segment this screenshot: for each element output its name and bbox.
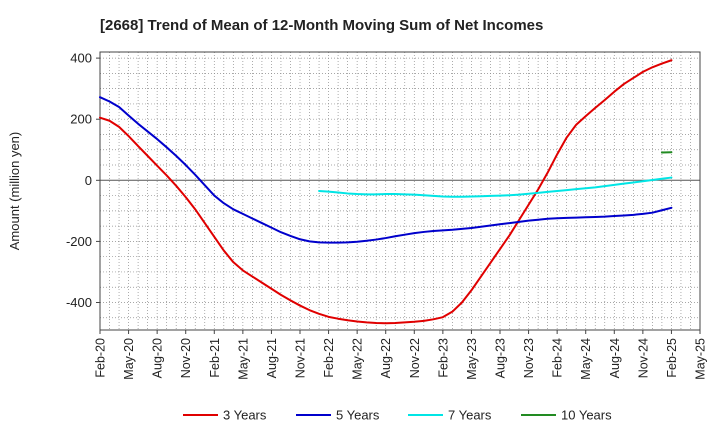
- x-tick-label: Nov-24: [636, 338, 650, 378]
- x-tick-label: May-23: [465, 338, 479, 380]
- x-tick-label: Feb-24: [551, 338, 565, 378]
- x-tick-label: Aug-24: [608, 338, 622, 378]
- y-tick-label: 200: [70, 112, 92, 127]
- x-tick-label: May-21: [236, 338, 250, 380]
- y-tick-label: 400: [70, 51, 92, 66]
- plot-frame: [100, 52, 700, 330]
- legend-label: 3 Years: [223, 408, 267, 423]
- x-tick-label: Nov-21: [294, 338, 308, 378]
- x-tick-label: Nov-20: [179, 338, 193, 378]
- x-tick-label: Aug-23: [494, 338, 508, 378]
- x-tick-label: Nov-22: [408, 338, 422, 378]
- x-tick-label: Aug-22: [379, 338, 393, 378]
- x-tick-label: Aug-21: [265, 338, 279, 378]
- x-tick-label: Feb-25: [665, 338, 679, 378]
- x-tick-label: May-20: [122, 338, 136, 380]
- legend: 3 Years 5 Years 7 Years 10 Years: [183, 408, 612, 423]
- legend-label: 10 Years: [561, 408, 612, 423]
- y-axis-label: Amount (million yen): [7, 132, 22, 251]
- legend-label: 5 Years: [336, 408, 380, 423]
- y-tick-label: -200: [66, 234, 92, 249]
- x-tick-label: Feb-21: [208, 338, 222, 378]
- x-tick-label: May-22: [351, 338, 365, 380]
- x-tick-label: Feb-23: [436, 338, 450, 378]
- x-tick-label: Feb-20: [94, 338, 108, 378]
- chart-title: [2668] Trend of Mean of 12-Month Moving …: [100, 17, 543, 34]
- y-tick-label: -400: [66, 295, 92, 310]
- grid: [100, 52, 700, 330]
- legend-label: 7 Years: [448, 408, 492, 423]
- y-tick-label: 0: [85, 173, 92, 188]
- x-tick-label: Aug-20: [151, 338, 165, 378]
- x-tick-label: Nov-23: [522, 338, 536, 378]
- x-tick-label: May-25: [694, 338, 708, 380]
- axes: 400 200 0 -200 -400 Feb-20 May-20 Aug-20 Nov-20 F…: [66, 51, 708, 380]
- x-tick-label: May-24: [579, 338, 593, 380]
- x-tick-label: Feb-22: [322, 338, 336, 378]
